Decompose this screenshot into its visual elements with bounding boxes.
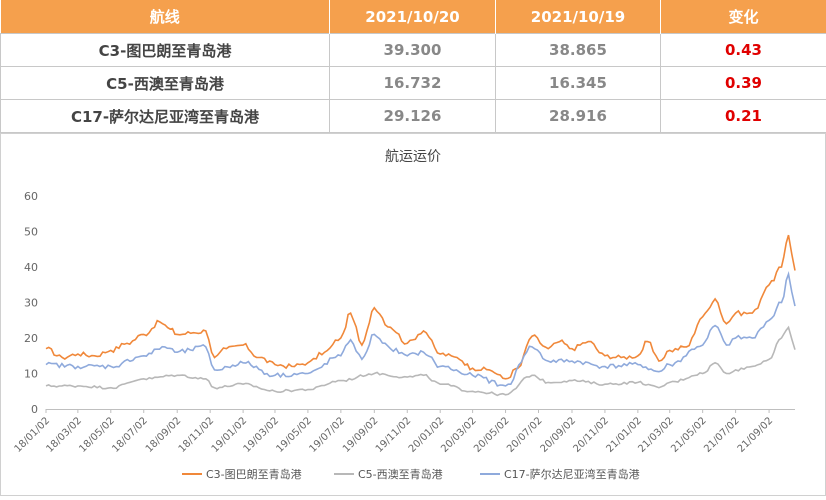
value-cell: 38.865 [496,34,661,67]
route-cell: C17-萨尔达尼亚湾至青岛港 [1,100,330,133]
value-cell: 16.732 [330,67,496,100]
y-tick-label: 60 [24,190,38,203]
legend-label: C17-萨尔达尼亚湾至青岛港 [504,467,640,481]
change-cell: 0.39 [661,67,826,100]
legend-label: C3-图巴朗至青岛港 [206,467,302,481]
y-tick-label: 50 [24,226,38,239]
route-cell: C5-西澳至青岛港 [1,67,330,100]
value-cell: 39.300 [330,34,496,67]
header-date-1: 2021/10/20 [330,0,496,34]
route-cell: C3-图巴朗至青岛港 [1,34,330,67]
y-tick-label: 10 [24,368,38,381]
y-tick-label: 30 [24,297,38,310]
table-row: C3-图巴朗至青岛港 39.300 38.865 0.43 [1,34,826,67]
chart-title: 航运运价 [385,149,441,165]
change-cell: 0.43 [661,34,826,67]
y-tick-label: 20 [24,332,38,345]
value-cell: 28.916 [496,100,661,133]
table-row: C17-萨尔达尼亚湾至青岛港 29.126 28.916 0.21 [1,100,826,133]
freight-table: 航线 2021/10/20 2021/10/19 变化 C3-图巴朗至青岛港 3… [0,0,826,133]
header-route: 航线 [1,0,330,34]
legend-label: C5-西澳至青岛港 [358,467,443,481]
legend: C3-图巴朗至青岛港 C5-西澳至青岛港 C17-萨尔达尼亚湾至青岛港 [182,467,640,481]
freight-rate-chart: 航运运价 010203040506018/01/0218/03/0218/05/… [0,133,826,496]
header-change: 变化 [661,0,826,34]
y-tick-label: 0 [31,403,38,416]
table-row: C5-西澳至青岛港 16.732 16.345 0.39 [1,67,826,100]
value-cell: 29.126 [330,100,496,133]
header-date-2: 2021/10/19 [496,0,661,34]
change-cell: 0.21 [661,100,826,133]
value-cell: 16.345 [496,67,661,100]
table-header-row: 航线 2021/10/20 2021/10/19 变化 [1,0,826,34]
y-tick-label: 40 [24,261,38,274]
